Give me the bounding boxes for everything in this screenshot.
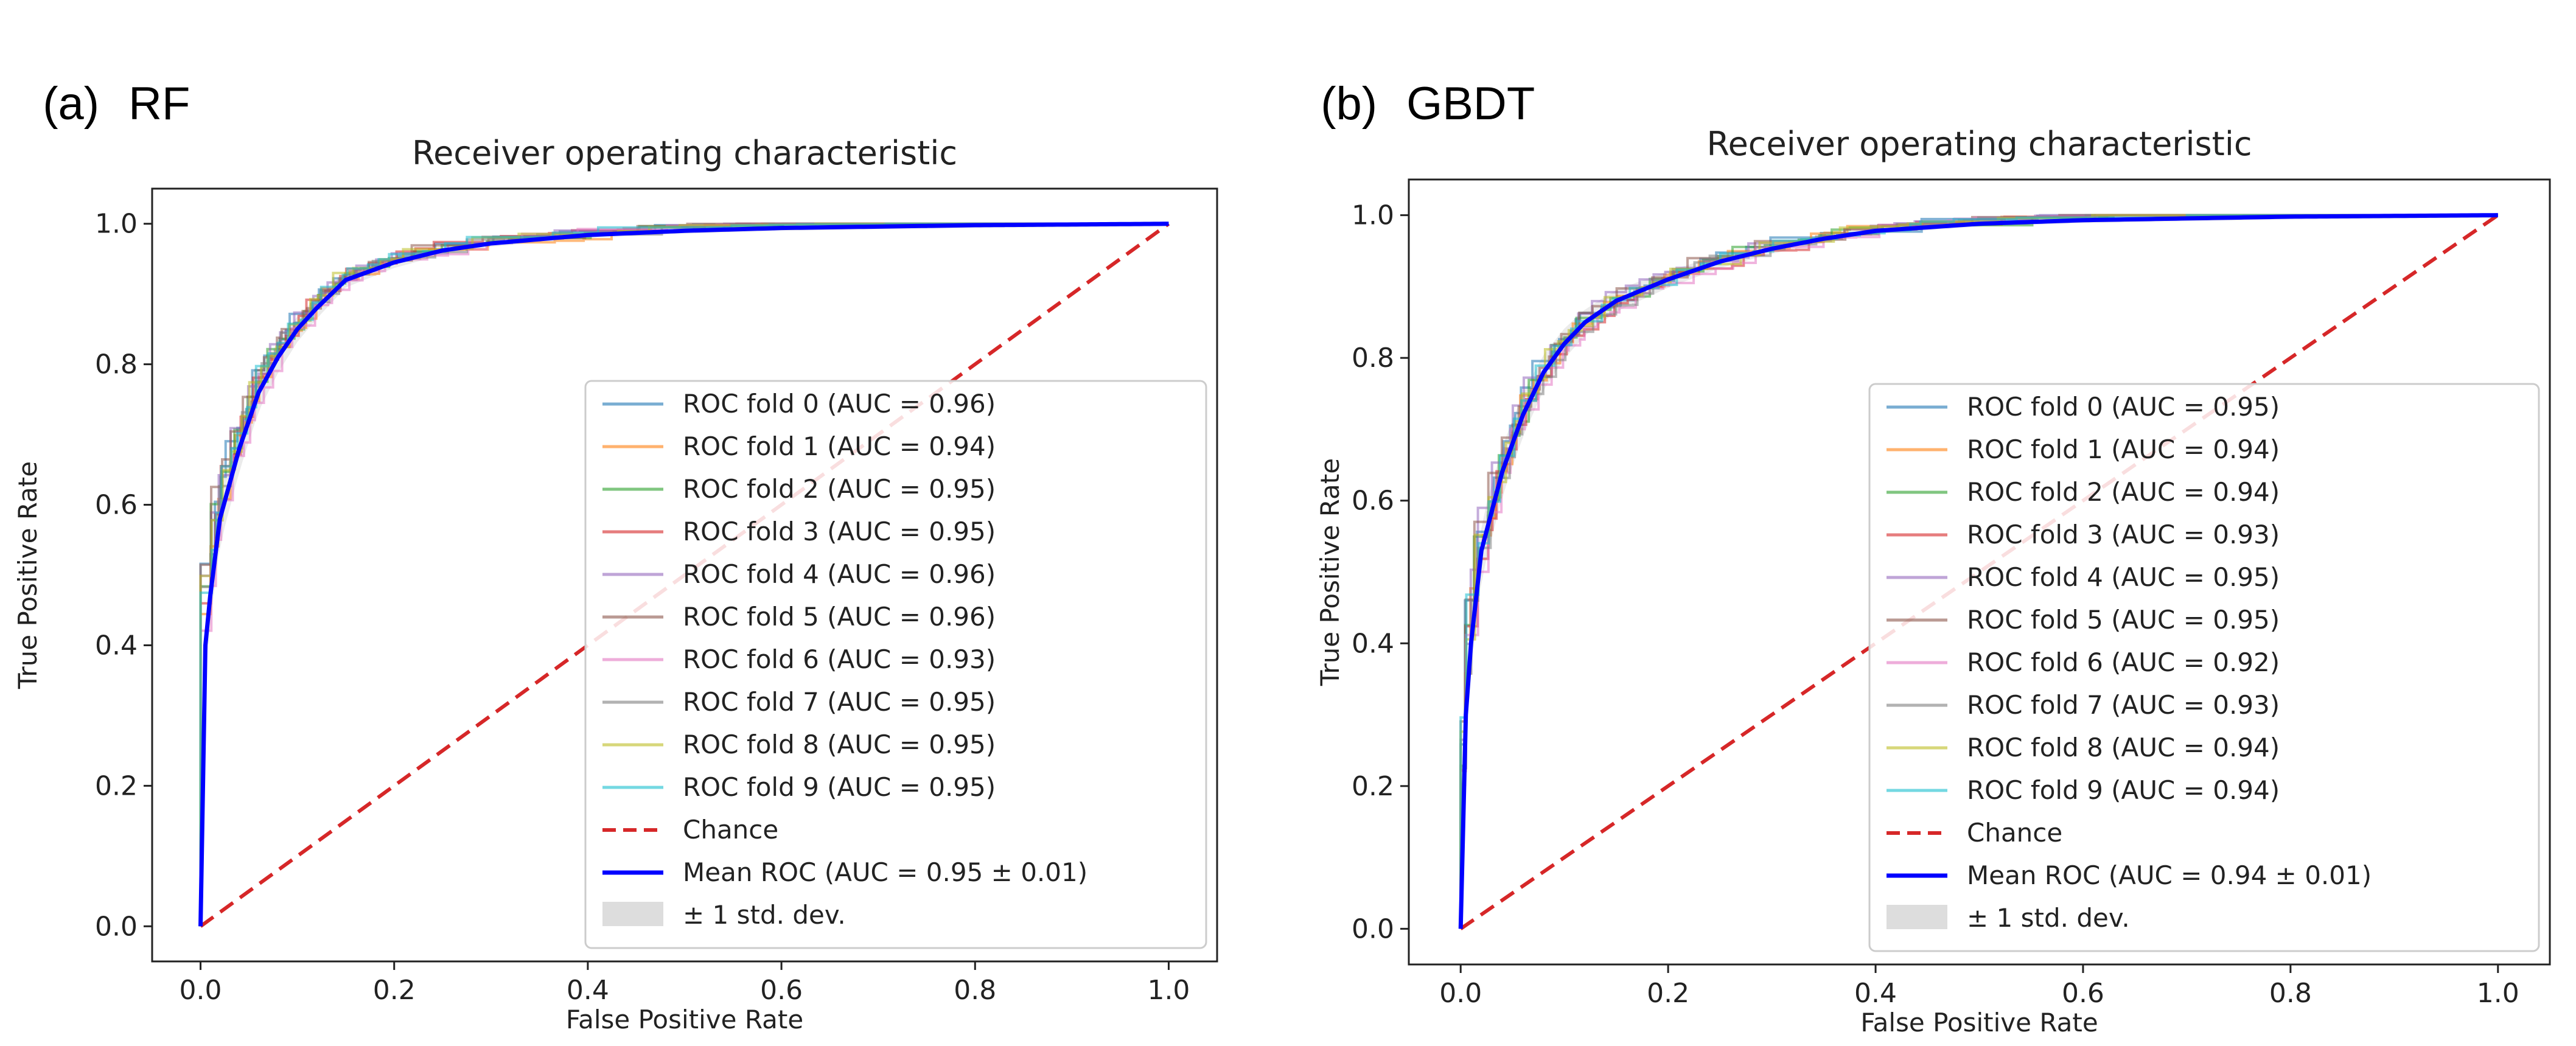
y-tick-label: 0.2 — [1352, 771, 1394, 802]
x-tick-label: 0.8 — [2269, 978, 2312, 1009]
x-tick-label: 0.0 — [180, 975, 222, 1006]
legend-label: ROC fold 7 (AUC = 0.95) — [683, 687, 996, 717]
y-tick-label: 0.4 — [95, 630, 138, 661]
plot-frame — [1408, 178, 2551, 966]
legend-label: ROC fold 4 (AUC = 0.96) — [683, 559, 996, 589]
chart-title: Receiver operating characteristic — [412, 134, 957, 172]
x-tick-label: 1.0 — [2477, 978, 2519, 1009]
legend-label: ROC fold 4 (AUC = 0.95) — [1967, 562, 2280, 592]
panel-a-model: RF — [128, 78, 190, 130]
chart-b: Receiver operating characteristic 0.0 0.2 0… — [1315, 125, 2551, 1037]
y-tick-label: 0.0 — [1352, 913, 1394, 944]
legend-label: ROC fold 9 (AUC = 0.94) — [1967, 775, 2280, 805]
legend-label: ROC fold 2 (AUC = 0.94) — [1967, 477, 2280, 507]
x-tick-label: 0.8 — [954, 975, 996, 1006]
legend-label: ± 1 std. dev. — [1967, 903, 2130, 933]
x-tick-label: 0.4 — [567, 975, 609, 1006]
legend-label: ROC fold 6 (AUC = 0.93) — [683, 644, 996, 674]
legend-label: ROC fold 3 (AUC = 0.93) — [1967, 520, 2280, 549]
legend-box — [584, 380, 1207, 949]
chart-a: Receiver operating characteristic 0.0 0.2 0… — [13, 134, 1218, 1034]
legend-swatch — [1887, 905, 1947, 929]
legend-label: ROC fold 1 (AUC = 0.94) — [683, 431, 996, 461]
mean-roc-curve — [1458, 213, 2498, 929]
legend-swatch — [602, 902, 663, 926]
legend-label: ROC fold 8 (AUC = 0.95) — [683, 730, 996, 759]
x-tick-label: 0.6 — [760, 975, 803, 1006]
y-tick-label: 0.0 — [95, 911, 138, 942]
legend-label: ± 1 std. dev. — [683, 900, 846, 930]
y-tick-label: 0.6 — [95, 490, 138, 521]
y-axis-label: True Positive Rate — [1315, 458, 1345, 686]
panel-b-heading: (b) GBDT — [1295, 24, 1535, 130]
x-tick-label: 0.4 — [1854, 978, 1897, 1009]
x-tick-label: 1.0 — [1147, 975, 1190, 1006]
legend-label: ROC fold 7 (AUC = 0.93) — [1967, 690, 2280, 720]
plot-frame — [151, 187, 1218, 963]
legend-label: Chance — [683, 815, 778, 845]
mean-roc-curve — [198, 221, 1169, 927]
legend-label: ROC fold 9 (AUC = 0.95) — [683, 772, 996, 802]
legend-label: ROC fold 5 (AUC = 0.95) — [1967, 605, 2280, 635]
legend-label: Mean ROC (AUC = 0.95 ± 0.01) — [683, 857, 1087, 887]
y-tick-label: 0.6 — [1352, 486, 1394, 517]
panel-b-model: GBDT — [1406, 78, 1535, 130]
panel-b-letter: (b) — [1321, 78, 1378, 130]
chance-line — [1459, 214, 2499, 930]
legend-label: ROC fold 6 (AUC = 0.92) — [1967, 647, 2280, 677]
legend-box — [1868, 383, 2540, 952]
roc-fold-9-curve — [199, 222, 1169, 927]
y-tick-label: 0.8 — [95, 349, 138, 380]
x-tick-label: 0.0 — [1439, 978, 1482, 1009]
legend-label: Mean ROC (AUC = 0.94 ± 0.01) — [1967, 860, 2372, 890]
x-axis-label: False Positive Rate — [566, 1005, 803, 1034]
legend-label: ROC fold 2 (AUC = 0.95) — [683, 474, 996, 504]
legend-label: ROC fold 5 (AUC = 0.96) — [683, 602, 996, 632]
y-tick-label: 1.0 — [95, 209, 138, 240]
x-tick-label: 0.6 — [2062, 978, 2104, 1009]
legend-label: ROC fold 0 (AUC = 0.96) — [683, 389, 996, 419]
x-tick-label: 0.2 — [1647, 978, 1689, 1009]
x-tick-label: 0.2 — [373, 975, 416, 1006]
legend-label: ROC fold 3 (AUC = 0.95) — [683, 517, 996, 546]
chart-title: Receiver operating characteristic — [1706, 125, 2252, 163]
legend-label: Chance — [1967, 818, 2062, 848]
y-axis-label: True Positive Rate — [13, 461, 43, 689]
y-tick-label: 1.0 — [1352, 200, 1394, 231]
legend-label: ROC fold 1 (AUC = 0.94) — [1967, 434, 2280, 464]
y-tick-label: 0.4 — [1352, 628, 1394, 659]
y-tick-label: 0.2 — [95, 770, 138, 801]
legend-label: ROC fold 8 (AUC = 0.94) — [1967, 733, 2280, 762]
y-tick-label: 0.8 — [1352, 343, 1394, 374]
x-axis-label: False Positive Rate — [1860, 1008, 2098, 1037]
panel-a-letter: (a) — [43, 78, 100, 130]
panel-a-heading: (a) RF — [17, 24, 190, 130]
legend-label: ROC fold 0 (AUC = 0.95) — [1967, 392, 2280, 422]
